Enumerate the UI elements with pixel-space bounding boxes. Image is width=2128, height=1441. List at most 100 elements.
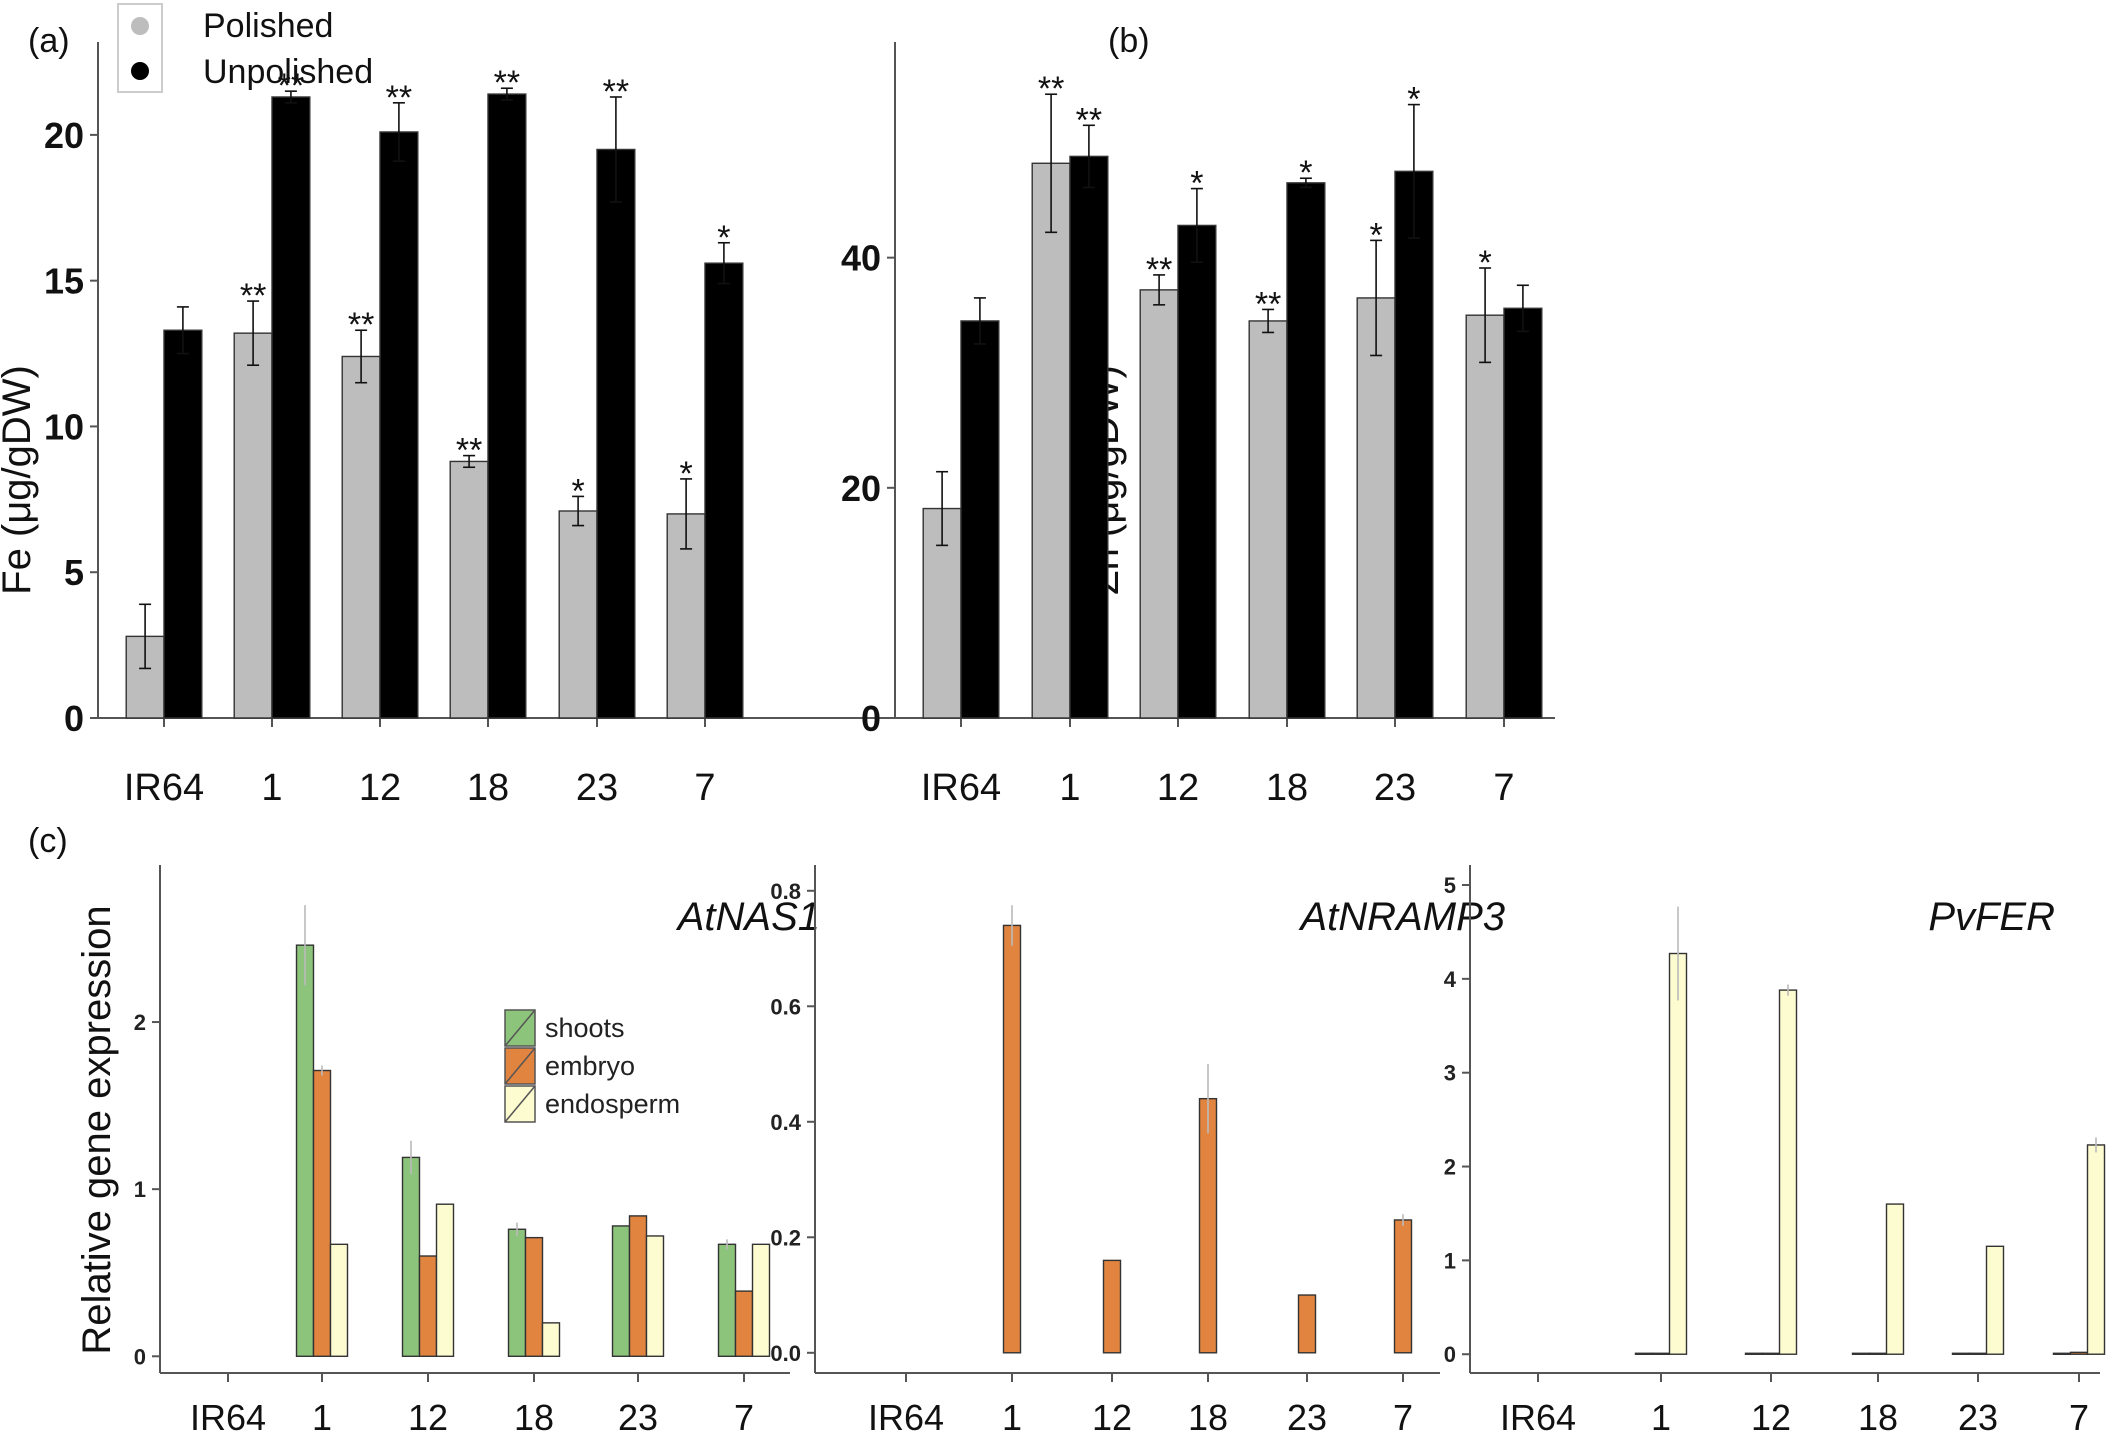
bar-embryo [1393, 1219, 1413, 1354]
bar-embryo [1102, 1259, 1122, 1354]
x-tick-label: IR64 [868, 1397, 944, 1438]
significance-star: ** [494, 64, 520, 102]
legend-c-endosperm-hatch [504, 1085, 536, 1123]
bar-embryo [312, 1069, 332, 1357]
bar-unpolished [487, 93, 527, 719]
bar-embryo [1761, 1352, 1781, 1355]
bar-shoots [2052, 1352, 2072, 1355]
x-tick-label: 7 [1393, 1397, 1413, 1438]
y-tick-label: 2 [134, 1010, 146, 1035]
significance-star: ** [456, 432, 482, 470]
significance-star: ** [1038, 70, 1064, 108]
legend-c-embryo-label: embryo [545, 1051, 635, 1081]
y-tick-label: 20 [44, 115, 84, 156]
legend-a-polished-dot [131, 17, 149, 35]
bar-shoots [611, 1225, 631, 1357]
x-tick-label: IR64 [124, 767, 204, 809]
x-tick-label: 23 [1287, 1397, 1327, 1438]
x-tick-label: 18 [1266, 767, 1308, 809]
panel-3: 0.0 0.2 0.4 0.6 0.8 IR64 1 12 18 23 7 [770, 865, 1440, 1438]
bar-unpolished [1177, 224, 1217, 719]
y-tick-label: 5 [64, 552, 84, 593]
y-tick-label: 0 [134, 1344, 146, 1369]
y-tick-label: 5 [1444, 873, 1456, 898]
bar-embryo [1198, 1097, 1218, 1354]
x-tick-label: 12 [408, 1397, 448, 1438]
y-tick-label: 0 [1444, 1342, 1456, 1367]
bar-shoots [717, 1243, 737, 1357]
y-tick-label: 1 [1444, 1248, 1456, 1273]
bar-polished [341, 355, 381, 719]
bar-endosperm [1668, 952, 1688, 1355]
legend-a-polished-label: Polished [203, 7, 333, 45]
y-tick-label: 1 [134, 1177, 146, 1202]
bar-endosperm [645, 1235, 665, 1357]
bar-shoots [1851, 1352, 1871, 1355]
legend-c-embryo-hatch [504, 1047, 536, 1085]
bar-shoots [1951, 1352, 1971, 1355]
bar-embryo [1968, 1352, 1988, 1355]
y-axis-label-c: Relative gene expression [75, 905, 119, 1354]
significance-star: * [571, 472, 584, 510]
x-tick-label: 1 [1002, 1397, 1022, 1438]
x-tick-label: 1 [312, 1397, 332, 1438]
bar-shoots [1634, 1352, 1654, 1355]
legend-c-endosperm-label: endosperm [545, 1089, 680, 1119]
bar-unpolished [960, 320, 1000, 719]
y-tick-label: 2 [1444, 1155, 1456, 1180]
significance-star: * [1478, 244, 1491, 282]
x-tick-label: 23 [1958, 1397, 1998, 1438]
legend-c-shoots-hatch [504, 1009, 536, 1047]
bar-embryo [2069, 1351, 2089, 1355]
significance-star: ** [603, 73, 629, 111]
title-atnas1: AtNAS1 [676, 895, 820, 939]
bar-polished [233, 332, 273, 719]
significance-star: ** [1255, 285, 1281, 323]
x-tick-label: 7 [1493, 767, 1514, 809]
bar-unpolished [1503, 307, 1543, 719]
title-pvfer: PvFER [1928, 895, 2055, 939]
x-tick-label: 18 [1858, 1397, 1898, 1438]
bar-polished [1356, 297, 1396, 719]
bar-endosperm [541, 1322, 561, 1357]
bar-unpolished [596, 148, 636, 719]
legend-a-unpolished-dot [131, 62, 149, 80]
y-tick-label: 0.4 [770, 1110, 801, 1135]
x-tick-label: 18 [514, 1397, 554, 1438]
legend-c: shoots embryo endosperm [504, 1009, 680, 1123]
significance-star: * [679, 455, 692, 493]
significance-star: * [717, 219, 730, 257]
x-tick-label: 23 [618, 1397, 658, 1438]
bar-polished [1465, 314, 1505, 719]
x-tick-label: 7 [734, 1397, 754, 1438]
y-tick-label: 0.6 [770, 994, 801, 1019]
significance-star: * [1369, 216, 1382, 254]
bar-endosperm [1778, 989, 1798, 1355]
legend-a-unpolished-label: Unpolished [203, 53, 373, 91]
y-tick-label: 10 [44, 406, 84, 447]
bar-polished [1031, 162, 1071, 719]
bar-unpolished [1286, 182, 1326, 719]
y-tick-label: 0.8 [770, 879, 801, 904]
x-tick-label: IR64 [1500, 1397, 1576, 1438]
bar-embryo [1297, 1294, 1317, 1354]
significance-star: ** [386, 79, 412, 117]
bar-unpolished [1394, 170, 1434, 719]
significance-star: * [1299, 154, 1312, 192]
bar-endosperm [1985, 1245, 2005, 1355]
bar-polished [558, 510, 598, 719]
bar-unpolished [379, 131, 419, 719]
x-tick-label: IR64 [190, 1397, 266, 1438]
panel-label-a: (a) [28, 22, 70, 60]
significance-star: ** [1076, 101, 1102, 139]
y-tick-label: 4 [1444, 967, 1457, 992]
x-tick-label: 18 [467, 767, 509, 809]
significance-star: ** [348, 306, 374, 344]
x-tick-label: 23 [576, 767, 618, 809]
y-tick-label: 20 [841, 468, 881, 509]
